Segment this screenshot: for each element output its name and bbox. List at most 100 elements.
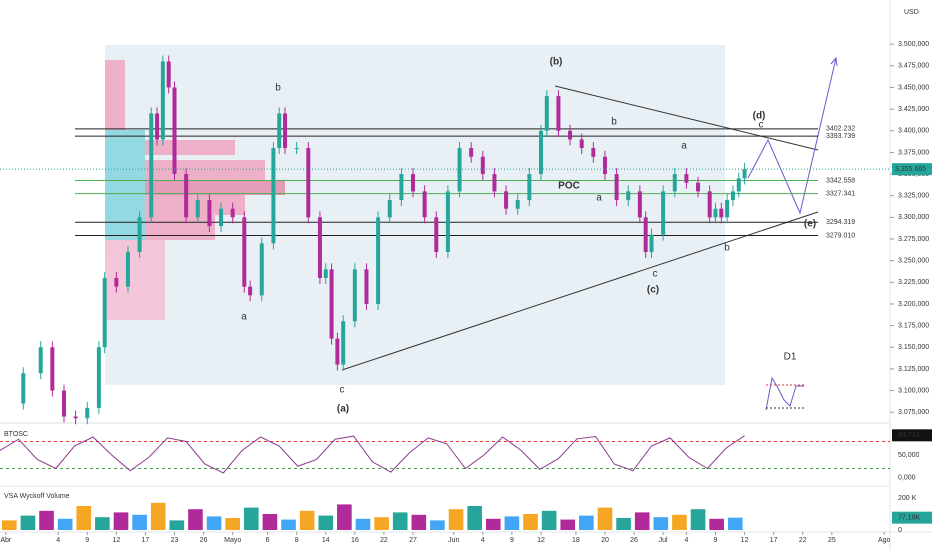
wave-label: c [653, 269, 658, 280]
candle-body [556, 96, 561, 131]
wave-label: b [275, 83, 281, 94]
candle-body [434, 217, 439, 252]
candle-body [661, 191, 666, 235]
candle-body [544, 96, 549, 131]
projection-arrowhead [830, 56, 838, 67]
volume-bar [20, 515, 36, 530]
candle-body [504, 191, 509, 209]
volume-bar [411, 514, 427, 530]
candle-body [38, 347, 43, 374]
candle-body [160, 61, 165, 140]
candle-body [637, 191, 642, 218]
x-tick-label: 16 [351, 537, 359, 544]
x-tick-label: Jun [448, 537, 459, 544]
candle-body [271, 148, 276, 244]
candle-body [591, 148, 596, 157]
current-price-box [892, 163, 932, 176]
volume-bar [672, 514, 687, 530]
wave-label: POC [558, 181, 580, 192]
volume-bar [541, 510, 557, 530]
x-tick-label: 27 [409, 537, 417, 544]
x-tick-label: 22 [380, 537, 388, 544]
oscillator-last-box [892, 429, 932, 442]
x-tick-label: 14 [322, 537, 330, 544]
profile-bar [105, 60, 125, 130]
x-tick-label: 9 [85, 537, 89, 544]
candle-body [85, 407, 90, 419]
volume-bar [337, 504, 352, 530]
x-tick-label: 22 [799, 537, 807, 544]
volume-bar [579, 515, 594, 530]
candle-body [515, 200, 520, 209]
volume-bar [262, 514, 278, 530]
volume-bar [169, 520, 185, 530]
x-tick-label: 17 [142, 537, 150, 544]
volume-title: VSA Wyckoff Volume [4, 493, 70, 500]
volume-bar [225, 518, 240, 530]
wave-label: c [340, 385, 345, 396]
candle-body [155, 113, 160, 140]
volume-bar [690, 509, 706, 530]
x-tick-label: 12 [741, 537, 749, 544]
candle-body [323, 269, 328, 278]
candle-body [480, 156, 485, 175]
candle-body [713, 208, 718, 218]
volume-bar [523, 514, 538, 530]
volume-bar [281, 519, 296, 530]
current-price-label: 3,355.665 [895, 166, 926, 173]
x-tick-label: Mayo [224, 537, 241, 544]
y-tick-label: 3.225,000 [898, 279, 929, 286]
level-label: 3294.319 [826, 219, 855, 226]
y-tick-label: 3.500,000 [898, 41, 929, 48]
x-tick-label: 8 [295, 537, 299, 544]
candle-body [137, 217, 142, 252]
candle-body [50, 347, 55, 391]
triangle-upper [554, 85, 819, 151]
candle-body [364, 269, 369, 304]
volume-bar [2, 520, 17, 530]
candle-body [527, 174, 532, 201]
candle-body [61, 390, 66, 417]
candle-body [125, 252, 130, 287]
candle-body [329, 269, 334, 339]
volume-bar [113, 512, 129, 530]
y-tick-label: 3.250,000 [898, 258, 929, 265]
candle-body [114, 277, 119, 287]
wave-label: (e) [804, 219, 816, 230]
candle-body [317, 217, 322, 278]
projection-path [747, 57, 837, 215]
x-tick-label: 17 [770, 537, 778, 544]
volume-tick-label: 200 K [898, 495, 917, 502]
candle-body [696, 182, 701, 192]
x-tick-label: 12 [112, 537, 120, 544]
y-tick-label: 3.125,000 [898, 366, 929, 373]
candle-body [649, 234, 654, 252]
x-tick-label: 4 [684, 537, 688, 544]
candle-body [242, 217, 247, 287]
candle-body [21, 373, 26, 404]
y-tick-label: 3.200,000 [898, 301, 929, 308]
candle-body [335, 338, 340, 365]
volume-bar [448, 509, 464, 530]
volume-bar [392, 512, 408, 530]
volume-bar [39, 510, 54, 530]
candle-body [230, 208, 235, 218]
candle-body [538, 130, 543, 175]
candle-body [341, 321, 346, 365]
volume-bar [355, 518, 371, 530]
volume-last-label: 77,19K [898, 514, 921, 521]
volume-bar [188, 509, 203, 530]
x-tick-label: Ago [878, 537, 891, 544]
y-tick-label: 3.300,000 [898, 214, 929, 221]
y-tick-label: 3.450,000 [898, 84, 929, 91]
y-tick-label: 3.425,000 [898, 106, 929, 113]
x-tick-label: 9 [510, 537, 514, 544]
x-tick-label: 12 [537, 537, 545, 544]
candle-body [730, 191, 735, 201]
level-label: 3402.232 [826, 126, 855, 133]
x-tick-label: 20 [601, 537, 609, 544]
volume-bar [709, 518, 724, 530]
candle-body [207, 200, 212, 227]
candle-body [614, 174, 619, 201]
